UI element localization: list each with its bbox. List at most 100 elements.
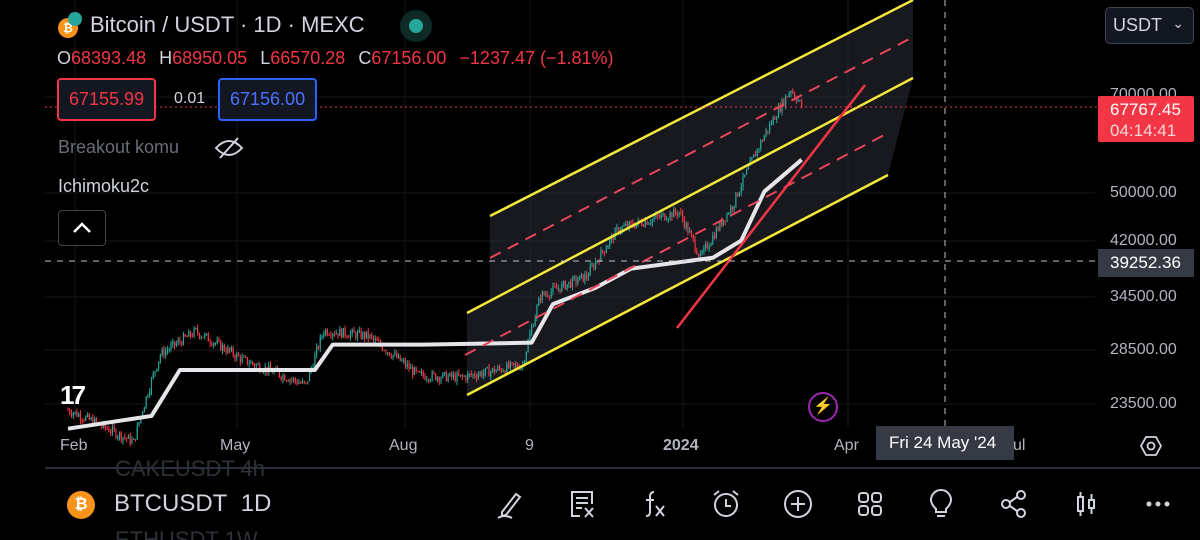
candle-body <box>472 374 474 376</box>
candle-body <box>406 363 408 367</box>
share-icon[interactable] <box>994 484 1034 524</box>
candle-body <box>772 117 774 124</box>
candle-body <box>573 277 575 279</box>
candle-body <box>324 329 327 334</box>
symbol-interval[interactable]: BTCUSDT 1D <box>114 490 272 517</box>
candle-body <box>504 371 506 373</box>
candle-body <box>769 123 771 132</box>
candle-body <box>300 382 302 384</box>
candle-body <box>593 265 595 269</box>
candle-body <box>390 355 392 358</box>
next-symbol[interactable]: ETHUSDT 1W <box>115 527 258 540</box>
eye-hidden-icon[interactable] <box>214 136 244 165</box>
candle-body <box>657 215 659 217</box>
candle-body <box>147 395 149 397</box>
candle-body <box>346 335 348 338</box>
candle-body <box>369 334 371 338</box>
indicator-breakout-komu[interactable]: Breakout komu <box>58 137 180 157</box>
time-tick: 9 <box>525 437 534 454</box>
candle-body <box>317 346 320 349</box>
candle-body <box>499 367 501 369</box>
candle-body <box>165 350 167 356</box>
candle-body <box>337 333 339 336</box>
ideas-lightbulb-icon[interactable] <box>921 484 961 524</box>
lightning-event-icon[interactable]: ⚡ <box>808 392 838 422</box>
time-tick: May <box>220 437 251 454</box>
collapse-legend-button[interactable] <box>58 210 106 246</box>
candle-body <box>216 340 218 344</box>
candle-body <box>683 219 685 228</box>
candle-body <box>323 333 325 337</box>
candle-body <box>751 157 753 161</box>
candle-body <box>463 376 465 378</box>
chart-type-candles-icon[interactable] <box>1066 484 1106 524</box>
candle-body <box>154 371 156 374</box>
object-tree-icon[interactable] <box>562 484 602 524</box>
candle-body <box>383 350 385 352</box>
candle-body <box>417 371 419 373</box>
candle-body <box>545 294 547 296</box>
candle-body <box>568 281 570 285</box>
candle-body <box>355 332 357 339</box>
candle-body <box>120 432 122 441</box>
candle-body <box>502 371 504 373</box>
candle-body <box>621 226 623 231</box>
price-chart[interactable] <box>0 0 1200 470</box>
candle-body <box>161 349 163 356</box>
chart-settings-icon[interactable] <box>1139 435 1163 462</box>
candle-body <box>420 372 423 374</box>
candle-body <box>278 371 280 377</box>
candle-body <box>129 435 131 444</box>
candle-body <box>111 426 114 433</box>
candle-body <box>319 336 321 349</box>
more-menu-icon[interactable] <box>1138 484 1178 524</box>
alert-clock-icon[interactable] <box>706 484 746 524</box>
price-tick: 34500.00 <box>1110 288 1177 305</box>
candle-body <box>364 332 366 339</box>
layout-grid-icon[interactable] <box>850 484 890 524</box>
candle-body <box>285 380 288 382</box>
candle-body <box>580 274 582 276</box>
candle-body <box>671 212 673 218</box>
candle-body <box>126 437 128 439</box>
candle-body <box>218 340 220 342</box>
candle-body <box>333 334 336 336</box>
buy-button[interactable]: 67156.00 <box>218 78 318 121</box>
candle-body <box>296 381 298 384</box>
candle-body <box>358 330 360 333</box>
chart-title[interactable]: Bitcoin / USDT · 1D · MEXC <box>90 12 365 37</box>
candle-body <box>79 414 82 421</box>
candle-body <box>307 381 309 383</box>
draw-pencil-icon[interactable] <box>490 484 530 524</box>
candle-body <box>76 411 78 417</box>
candle-body <box>667 218 669 220</box>
candle-body <box>651 219 654 223</box>
candle-body <box>586 274 588 278</box>
candle-body <box>127 435 129 439</box>
candle-body <box>680 212 682 214</box>
candle-body <box>731 207 733 210</box>
candle-body <box>493 368 495 373</box>
candle-body <box>197 328 199 334</box>
indicator-ichimoku[interactable]: Ichimoku2c <box>58 176 150 196</box>
candle-body <box>648 223 650 225</box>
candle-body <box>328 334 330 336</box>
candle-body <box>575 277 577 284</box>
candle-body <box>658 216 661 218</box>
candle-body <box>429 379 431 381</box>
candle-body <box>465 376 467 380</box>
candle-body <box>507 363 510 368</box>
candle-body <box>765 130 767 136</box>
add-plus-icon[interactable] <box>778 484 818 524</box>
candle-body <box>316 346 318 355</box>
indicators-fx-icon[interactable] <box>634 484 674 524</box>
candle-body <box>630 221 632 223</box>
sell-button[interactable]: 67155.99 <box>57 78 157 121</box>
candle-body <box>108 429 110 433</box>
previous-symbol[interactable]: CAKEUSDT 4h <box>115 456 265 478</box>
candle-body <box>692 234 694 240</box>
candle-body <box>486 367 488 369</box>
candle-body <box>509 362 511 368</box>
currency-select[interactable]: USDT ⌄ <box>1105 7 1194 44</box>
candle-body <box>523 361 526 365</box>
